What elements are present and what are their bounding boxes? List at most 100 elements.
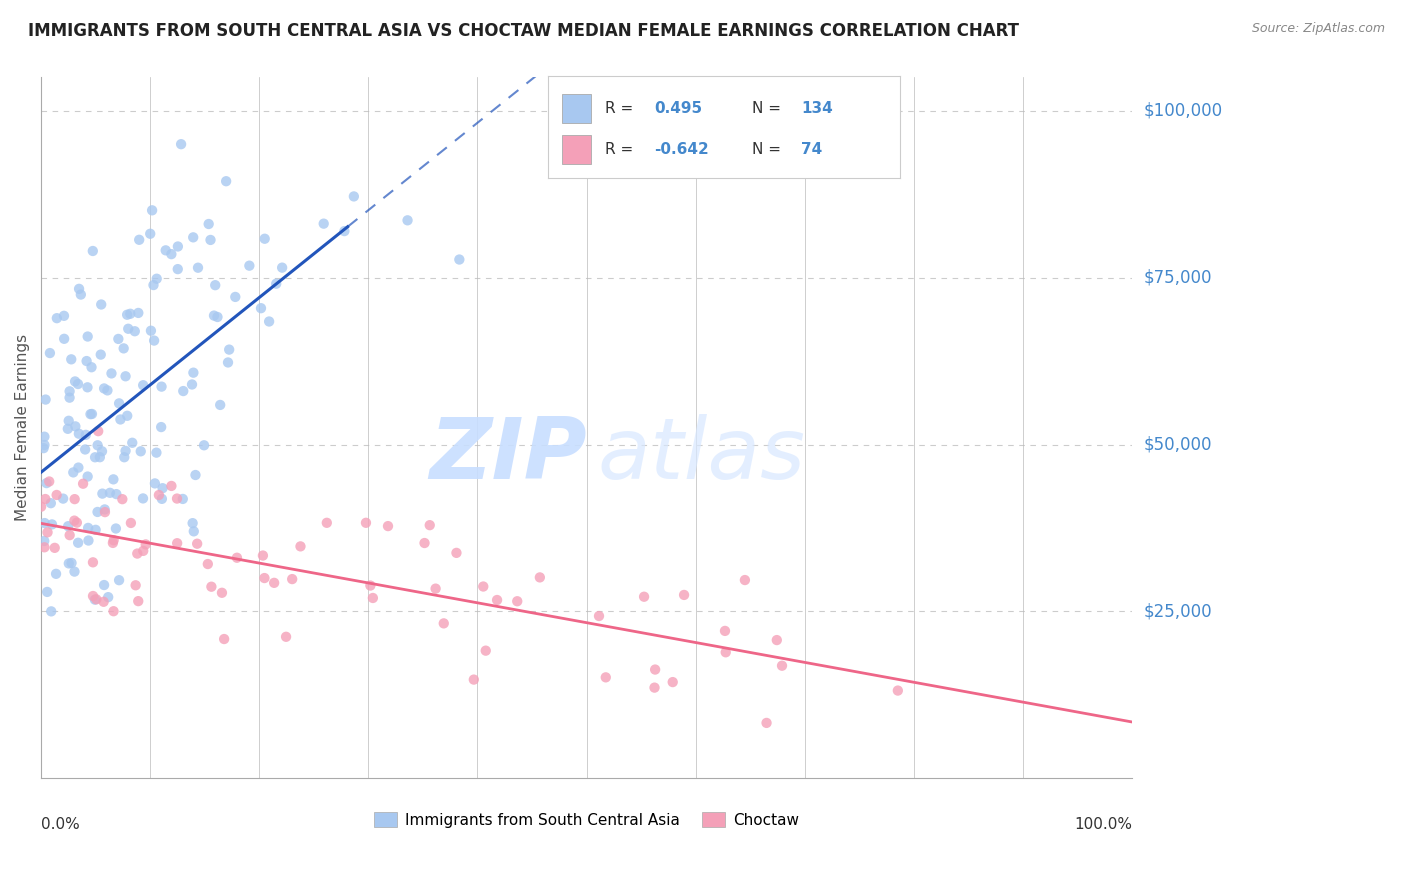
- Point: [145, 445, 167, 459]
- Point: [37, 525, 59, 540]
- Point: [449, 252, 471, 267]
- Point: [67, 426, 90, 441]
- Point: [124, 578, 146, 592]
- Point: [290, 540, 312, 554]
- Point: [145, 271, 167, 285]
- Point: [112, 342, 135, 356]
- Point: [238, 259, 260, 273]
- Point: [34, 491, 56, 506]
- Point: [211, 586, 233, 600]
- Point: [135, 537, 157, 551]
- Point: [218, 343, 240, 357]
- Point: [67, 535, 90, 549]
- Point: [101, 536, 124, 550]
- Point: [160, 247, 183, 261]
- Point: [91, 486, 114, 500]
- Point: [65, 419, 87, 434]
- Point: [60, 556, 83, 570]
- Point: [121, 435, 143, 450]
- Point: [103, 472, 125, 486]
- Point: [45, 488, 67, 502]
- Point: [264, 277, 287, 291]
- Point: [56, 519, 79, 533]
- Point: [186, 537, 208, 551]
- Point: [588, 609, 610, 624]
- Text: 0.0%: 0.0%: [41, 817, 80, 831]
- Point: [41, 517, 63, 532]
- Point: [212, 632, 235, 646]
- Point: [271, 260, 294, 275]
- Point: [257, 314, 280, 328]
- Point: [887, 683, 910, 698]
- Point: [673, 588, 696, 602]
- Point: [79, 407, 101, 421]
- Point: [111, 492, 134, 507]
- Text: 100.0%: 100.0%: [1074, 817, 1132, 831]
- Point: [63, 565, 86, 579]
- Point: [91, 444, 114, 458]
- Point: [209, 398, 232, 412]
- Point: [34, 430, 56, 444]
- Point: [34, 392, 56, 407]
- Point: [34, 516, 56, 530]
- Point: [115, 409, 138, 423]
- Point: [35, 476, 58, 491]
- Point: [770, 658, 793, 673]
- Point: [93, 502, 115, 516]
- Point: [107, 332, 129, 346]
- Point: [110, 412, 132, 426]
- Point: [52, 491, 75, 506]
- Point: [30, 500, 52, 514]
- Point: [132, 378, 155, 392]
- Point: [150, 379, 173, 393]
- Point: [160, 479, 183, 493]
- Point: [343, 189, 366, 203]
- Point: [142, 278, 165, 293]
- Point: [127, 547, 149, 561]
- Text: $75,000: $75,000: [1143, 268, 1212, 286]
- Point: [250, 301, 273, 316]
- Point: [62, 466, 84, 480]
- Point: [114, 443, 136, 458]
- Point: [148, 488, 170, 502]
- Point: [104, 521, 127, 535]
- Point: [253, 232, 276, 246]
- Point: [90, 297, 112, 311]
- Legend: Immigrants from South Central Asia, Choctaw: Immigrants from South Central Asia, Choc…: [368, 805, 806, 834]
- Point: [150, 420, 173, 434]
- Point: [217, 355, 239, 369]
- Point: [413, 536, 436, 550]
- Point: [129, 444, 152, 458]
- Point: [661, 675, 683, 690]
- Point: [734, 573, 756, 587]
- Point: [187, 260, 209, 275]
- Point: [86, 592, 108, 607]
- Point: [59, 384, 82, 399]
- Point: [155, 244, 177, 258]
- Point: [60, 352, 83, 367]
- Point: [714, 645, 737, 659]
- Point: [66, 516, 89, 530]
- Point: [108, 396, 131, 410]
- Point: [252, 549, 274, 563]
- Point: [44, 541, 66, 555]
- Point: [644, 681, 666, 695]
- Point: [97, 590, 120, 604]
- Point: [204, 278, 226, 293]
- Point: [183, 366, 205, 380]
- Point: [76, 329, 98, 343]
- Point: [45, 566, 67, 581]
- Point: [96, 384, 118, 398]
- Text: N =: N =: [752, 142, 786, 157]
- Point: [765, 633, 787, 648]
- Point: [207, 310, 229, 324]
- Point: [112, 450, 135, 465]
- Point: [80, 407, 103, 421]
- Point: [183, 524, 205, 539]
- Point: [226, 550, 249, 565]
- Point: [132, 491, 155, 506]
- Point: [595, 670, 617, 684]
- Point: [39, 604, 62, 618]
- Point: [77, 533, 100, 548]
- Point: [45, 311, 67, 326]
